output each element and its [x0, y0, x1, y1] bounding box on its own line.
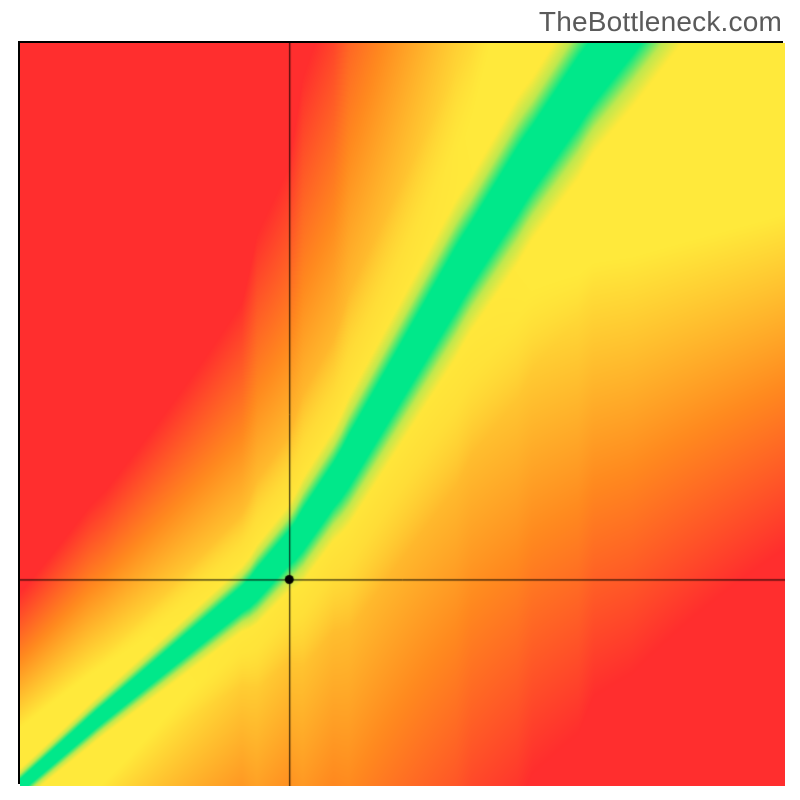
heatmap-canvas	[20, 43, 785, 786]
watermark-text: TheBottleneck.com	[539, 6, 782, 38]
chart-stage: TheBottleneck.com	[0, 0, 800, 800]
plot-border	[18, 41, 783, 784]
